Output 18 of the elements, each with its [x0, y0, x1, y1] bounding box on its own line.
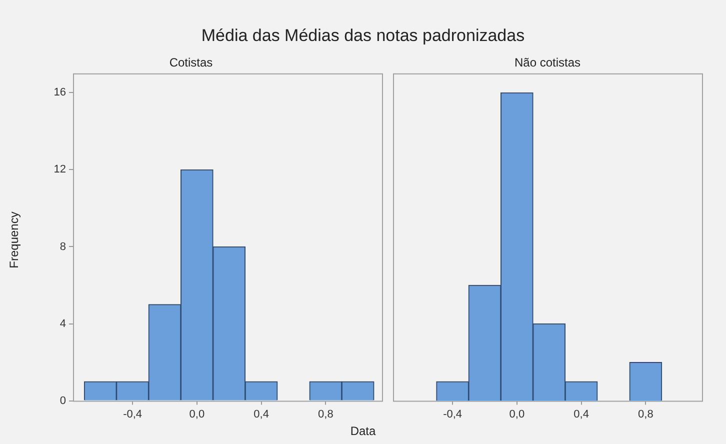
- x-tick-label: 0,4: [574, 408, 589, 420]
- chart-title: Cotistas: [169, 56, 213, 70]
- x-tick-label: -0,4: [443, 408, 462, 420]
- x-tick-label: 0,4: [254, 408, 269, 420]
- x-tick-label: -0,4: [123, 408, 142, 420]
- y-tick-label: 8: [60, 240, 66, 253]
- y-axis-title: Frequency: [7, 212, 21, 268]
- x-axis-title: Data: [349, 424, 377, 438]
- y-tick-label: 16: [54, 86, 66, 99]
- x-tick-label: 0,8: [318, 408, 334, 420]
- x-tick-label: 0,0: [189, 408, 205, 420]
- x-tick-label: 0,0: [509, 408, 525, 420]
- x-tick-label: 0,8: [638, 408, 654, 420]
- y-tick-label: 4: [60, 318, 66, 330]
- chart-title: Não cotistas: [514, 56, 581, 70]
- y-tick-label: 12: [54, 164, 66, 176]
- text: Média das Médias das notas padronizadas: [200, 26, 526, 46]
- y-tick-label: 0: [60, 394, 66, 407]
